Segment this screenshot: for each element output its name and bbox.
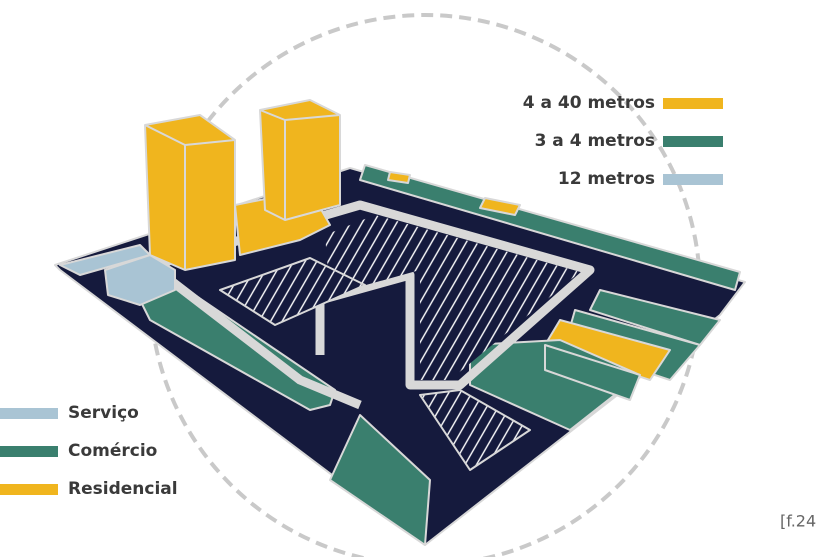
height-swatch <box>663 174 723 185</box>
use-swatch <box>0 484 58 495</box>
figure-ref: [f.24 <box>780 512 816 531</box>
height-legend: 4 a 40 metros 3 a 4 metros 12 metros <box>523 93 723 189</box>
height-swatch <box>663 136 723 147</box>
use-swatch <box>0 408 58 419</box>
use-legend: Serviço Comércio Residencial <box>0 403 178 499</box>
use-label: Serviço <box>68 403 139 423</box>
height-label: 12 metros <box>558 169 655 189</box>
height-label: 4 a 40 metros <box>523 93 655 113</box>
use-label: Comércio <box>68 441 157 461</box>
use-swatch <box>0 446 58 457</box>
height-label: 3 a 4 metros <box>535 131 655 151</box>
use-label: Residencial <box>68 479 178 499</box>
height-swatch <box>663 98 723 109</box>
site-model <box>54 99 746 546</box>
